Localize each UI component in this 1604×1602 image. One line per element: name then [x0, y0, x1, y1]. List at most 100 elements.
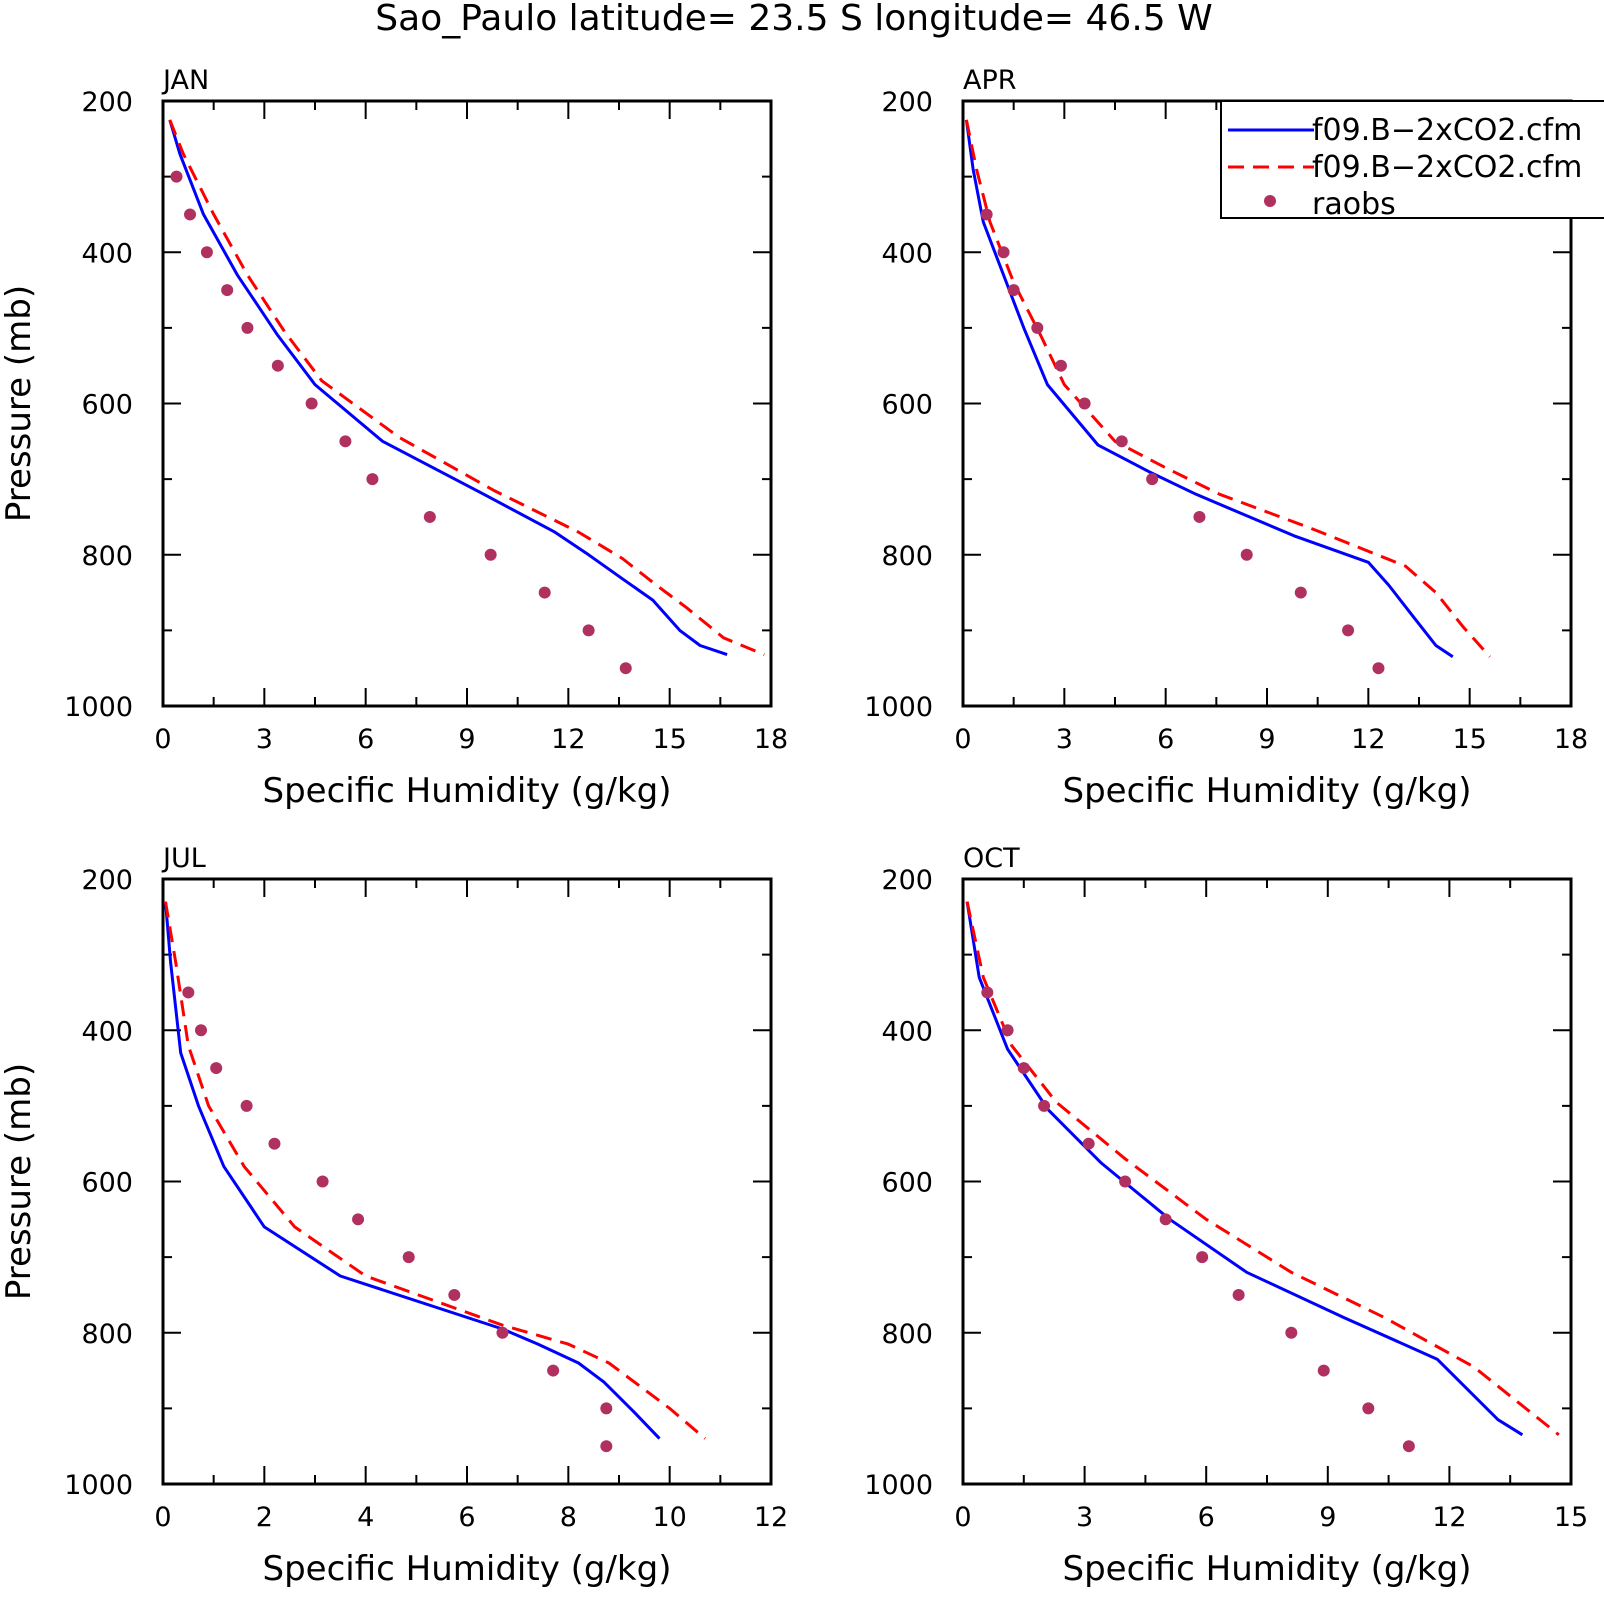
- raobs-point: [582, 624, 595, 637]
- x-tick-label: 18: [1554, 724, 1588, 755]
- y-tick-label: 600: [81, 390, 133, 421]
- legend-box: [1220, 100, 1604, 219]
- legend-marker: [1264, 195, 1276, 207]
- x-tick-label: 12: [551, 724, 585, 755]
- raobs-point: [1007, 284, 1020, 297]
- raobs-point: [980, 208, 993, 221]
- plot-area: [964, 119, 1492, 675]
- x-axis-label: Specific Humidity (g/kg): [1063, 771, 1472, 811]
- x-tick-label: 0: [154, 1502, 171, 1533]
- raobs-point: [1362, 1402, 1375, 1415]
- y-tick-label: 800: [81, 1319, 133, 1350]
- series-line-dashed: [964, 119, 1492, 658]
- raobs-point: [339, 435, 352, 448]
- panel-jul: 0 2 4 6 8 10 12 200 400 600 800 1000 JUL Specific Hum…: [0, 843, 788, 1589]
- y-tick-label: 1000: [864, 1470, 933, 1501]
- series-line-solid: [164, 901, 661, 1440]
- x-tick-label: 3: [256, 724, 273, 755]
- plot-area: [164, 901, 707, 1453]
- panel-title: APR: [963, 65, 1017, 96]
- raobs-point: [182, 986, 195, 999]
- x-tick-label: 3: [1076, 1502, 1093, 1533]
- plot-area: [965, 901, 1560, 1453]
- raobs-point: [1285, 1326, 1298, 1339]
- x-tick-label: 0: [954, 1502, 971, 1533]
- raobs-point: [1372, 662, 1385, 675]
- y-tick-label: 800: [881, 1319, 933, 1350]
- raobs-point: [423, 510, 436, 523]
- raobs-point: [305, 397, 318, 410]
- y-tick-label: 200: [81, 865, 133, 896]
- raobs-point: [547, 1364, 560, 1377]
- raobs-point: [316, 1175, 329, 1188]
- raobs-point: [1240, 548, 1253, 561]
- x-tick-label: 15: [1452, 724, 1486, 755]
- panel-title: OCT: [963, 843, 1020, 874]
- raobs-point: [1017, 1062, 1030, 1075]
- y-tick-label: 1000: [864, 692, 933, 723]
- x-tick-label: 6: [1157, 724, 1174, 755]
- y-tick-label: 800: [881, 541, 933, 572]
- panel-apr: 0 3 6 9 12 15 18 200 400 600 800 1000 APR Specific Hu…: [864, 65, 1588, 811]
- raobs-point: [1038, 1099, 1051, 1112]
- panel-jan: 0 3 6 9 12 15 18 200 400 600 800 1000 JAN Specific Hu…: [0, 65, 788, 811]
- x-tick-label: 15: [1554, 1502, 1588, 1533]
- x-tick-label: 2: [256, 1502, 273, 1533]
- series-line-solid: [168, 119, 728, 657]
- x-axis-label: Specific Humidity (g/kg): [263, 771, 672, 811]
- raobs-point: [352, 1213, 365, 1226]
- x-axis-label: Specific Humidity (g/kg): [263, 1549, 672, 1589]
- y-tick-label: 400: [81, 1016, 133, 1047]
- panel-oct: 0 3 6 9 12 15 200 400 600 800 1000 OCT Specific Humi…: [864, 843, 1588, 1589]
- raobs-point: [241, 321, 254, 334]
- legend-label: f09.B−2xCO2.cfm: [1312, 113, 1582, 148]
- x-tick-label: 15: [652, 724, 686, 755]
- raobs-point: [1078, 397, 1091, 410]
- raobs-point: [1294, 586, 1307, 599]
- raobs-point: [1054, 359, 1067, 372]
- x-tick-label: 6: [357, 724, 374, 755]
- y-tick-label: 600: [881, 390, 933, 421]
- raobs-point: [1196, 1251, 1209, 1264]
- y-tick-label: 200: [881, 87, 933, 118]
- x-tick-label: 9: [458, 724, 475, 755]
- x-tick-label: 6: [458, 1502, 475, 1533]
- raobs-point: [402, 1251, 415, 1264]
- raobs-point: [268, 1137, 281, 1150]
- panel-title: JAN: [161, 65, 209, 96]
- raobs-point: [1146, 473, 1159, 486]
- y-tick-label: 200: [81, 87, 133, 118]
- x-tick-label: 9: [1258, 724, 1275, 755]
- raobs-point: [1115, 435, 1128, 448]
- raobs-point: [484, 548, 497, 561]
- x-tick-label: 10: [652, 1502, 686, 1533]
- x-tick-label: 4: [357, 1502, 374, 1533]
- raobs-point: [1159, 1213, 1172, 1226]
- x-tick-label: 6: [1198, 1502, 1215, 1533]
- raobs-point: [600, 1402, 613, 1415]
- y-axis-label: Pressure (mb): [0, 1063, 39, 1300]
- raobs-point: [1082, 1137, 1095, 1150]
- raobs-point: [200, 246, 213, 259]
- raobs-point: [1119, 1175, 1132, 1188]
- y-tick-label: 800: [81, 541, 133, 572]
- raobs-point: [195, 1024, 207, 1037]
- y-tick-label: 200: [881, 865, 933, 896]
- y-tick-label: 1000: [64, 692, 133, 723]
- raobs-point: [538, 586, 551, 599]
- plot-area: [168, 119, 765, 675]
- y-tick-label: 600: [81, 1168, 133, 1199]
- raobs-point: [997, 246, 1010, 259]
- legend-label: f09.B−2xCO2.cfm: [1312, 150, 1582, 185]
- raobs-point: [1402, 1440, 1415, 1453]
- x-axis-label: Specific Humidity (g/kg): [1063, 1549, 1472, 1589]
- figure-title: Sao_Paulo latitude= 23.5 S longitude= 46…: [375, 0, 1212, 39]
- y-tick-label: 400: [881, 1016, 933, 1047]
- raobs-point: [1317, 1364, 1330, 1377]
- x-tick-label: 9: [1319, 1502, 1336, 1533]
- x-tick-label: 0: [154, 724, 171, 755]
